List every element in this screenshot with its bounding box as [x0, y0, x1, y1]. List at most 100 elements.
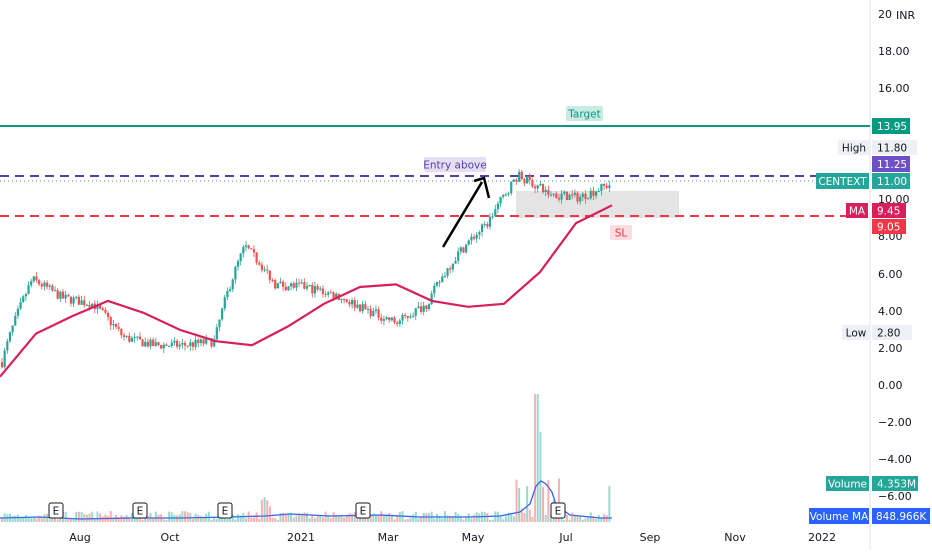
volume-bar — [512, 516, 515, 522]
volume-bar — [83, 513, 86, 522]
volume-bar — [6, 514, 9, 522]
volume-bar — [120, 515, 123, 522]
candle — [83, 295, 86, 308]
candle — [75, 295, 78, 300]
volume-bar — [27, 517, 30, 522]
volume-bar — [64, 511, 67, 522]
candle — [22, 294, 25, 303]
candle — [289, 282, 293, 291]
volume-bar — [48, 517, 51, 522]
candle — [266, 265, 269, 275]
volume-bar — [430, 511, 433, 522]
candle — [443, 271, 447, 279]
volume-bar — [202, 517, 205, 522]
volume-bar — [199, 516, 202, 522]
volume-bar — [271, 517, 274, 522]
candle — [234, 265, 237, 284]
candle — [181, 338, 184, 349]
volume-bar — [189, 512, 192, 522]
x-axis: Aug Oct 2021 Mar May Jul Sep Nov 2022 — [69, 531, 836, 544]
volume-bar — [67, 517, 70, 522]
volume-bar — [595, 519, 598, 522]
candle — [247, 244, 250, 250]
candle — [536, 184, 539, 193]
breakout-arrow — [441, 181, 484, 248]
volume-bar — [146, 515, 149, 522]
volume-bar — [99, 513, 102, 522]
candle — [167, 345, 171, 348]
volume-bar — [576, 515, 579, 522]
volume-bar — [459, 515, 462, 522]
volume-bar — [24, 514, 27, 522]
x-tick-label: 2022 — [808, 531, 836, 544]
candle — [101, 306, 104, 312]
volume-bar — [475, 512, 478, 522]
volume-bar — [75, 511, 78, 522]
earnings-marker[interactable]: E — [550, 502, 566, 519]
volume-bar — [292, 517, 295, 522]
candle — [404, 313, 407, 320]
volume-bar — [579, 515, 582, 522]
low-tag: Low 2.80 — [842, 325, 912, 340]
volume-bar — [263, 497, 266, 522]
candle — [486, 221, 489, 229]
candle — [313, 282, 317, 298]
volume-bar — [168, 511, 171, 522]
candle — [343, 298, 346, 304]
candle — [8, 331, 12, 344]
volume-bar — [441, 518, 444, 522]
candle — [162, 342, 165, 354]
candle — [356, 300, 359, 310]
volume-bar — [237, 514, 240, 522]
volume-bar — [467, 513, 470, 522]
volume-bar — [481, 511, 484, 522]
sl-annotation: SL — [610, 225, 632, 240]
volume-bar — [109, 511, 112, 522]
earnings-marker[interactable]: E — [217, 502, 233, 519]
earnings-marker[interactable]: E — [48, 502, 64, 519]
candle — [125, 335, 128, 339]
volume-bar — [77, 511, 80, 522]
candle — [409, 313, 412, 319]
volume-bar — [412, 514, 415, 522]
volume-bar — [547, 480, 550, 522]
candle — [223, 294, 226, 312]
volume-bar — [306, 512, 308, 522]
volume-bar — [85, 514, 88, 522]
earnings-marker[interactable]: E — [355, 502, 371, 519]
ma-tag-name: MA — [849, 206, 866, 218]
volume-bar — [507, 512, 510, 522]
volume-bar — [539, 432, 542, 522]
volume-bar — [473, 514, 476, 522]
volume-bar — [250, 517, 253, 522]
earnings-marker-label: E — [360, 506, 367, 518]
candle — [303, 278, 306, 290]
volume-bar — [311, 514, 314, 522]
candle — [43, 280, 46, 291]
candle — [494, 204, 497, 217]
volume-bar — [428, 513, 430, 522]
candle — [340, 298, 343, 304]
volume-bar — [101, 516, 104, 522]
volume-bar — [597, 514, 600, 522]
volume-bar — [125, 515, 128, 522]
volume-bar — [605, 515, 608, 522]
volume-bar — [245, 518, 247, 522]
volume-bar — [565, 514, 568, 522]
volume-bar — [14, 515, 17, 522]
volume-bar — [581, 519, 584, 522]
volume-bar — [282, 512, 285, 522]
candle — [483, 221, 486, 228]
volume-bar — [491, 519, 494, 522]
volume-bar — [571, 512, 574, 522]
y-tick-label: 4.00 — [878, 305, 903, 318]
candle — [250, 248, 253, 250]
earnings-marker[interactable]: E — [132, 502, 148, 519]
volume-bar — [486, 513, 489, 522]
candle — [0, 357, 4, 369]
sl-price-tag: 9.05 — [872, 219, 906, 234]
candle — [369, 305, 372, 319]
candle — [560, 190, 563, 204]
